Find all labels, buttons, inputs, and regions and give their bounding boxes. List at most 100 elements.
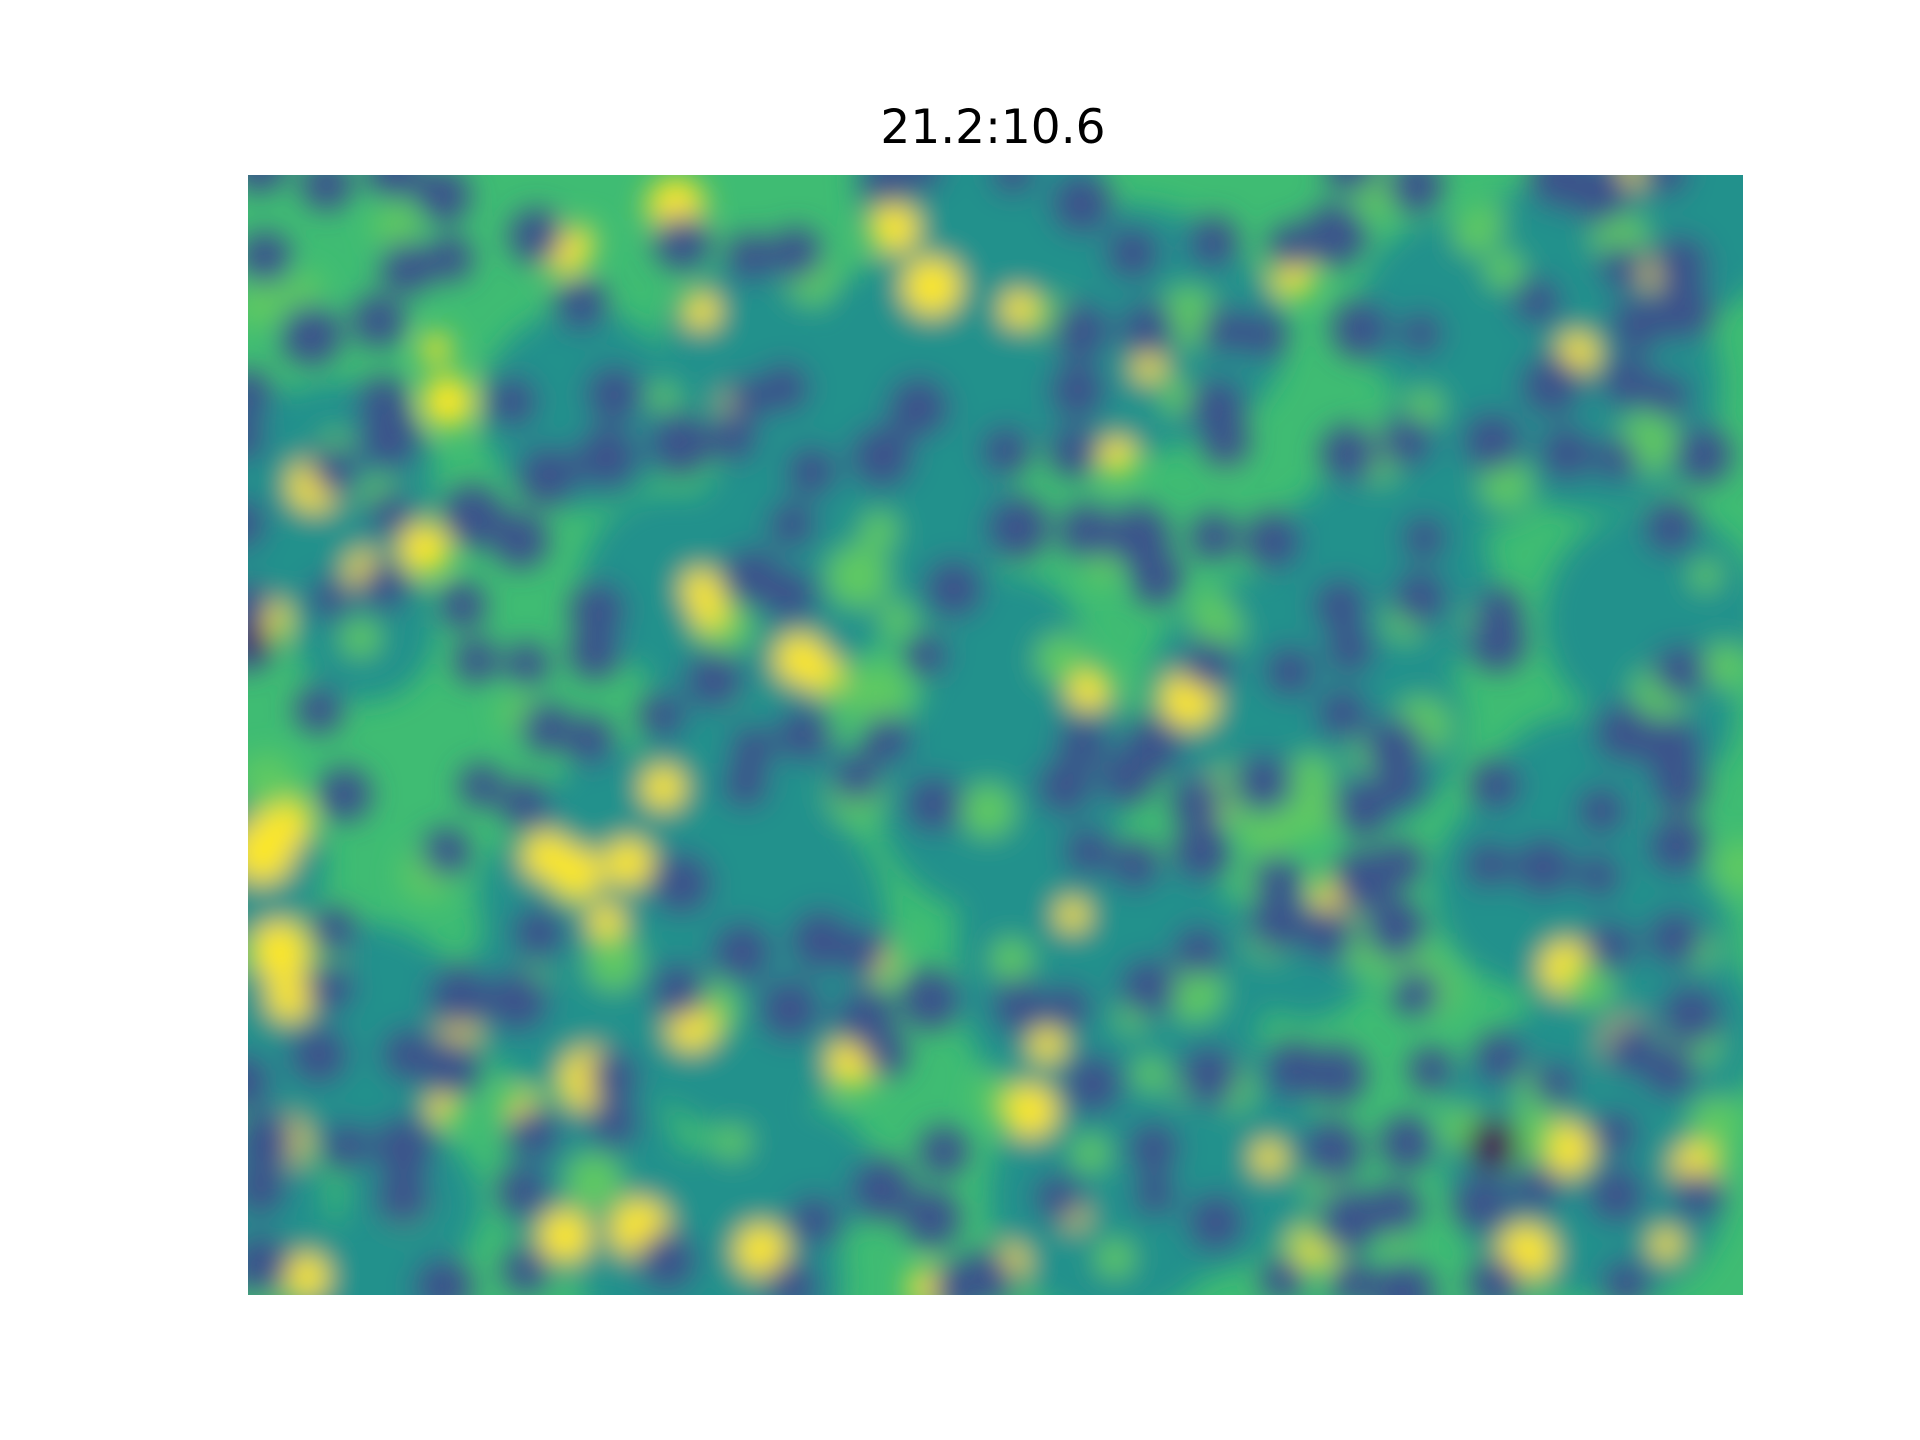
heatmap-cell-low (309, 446, 359, 495)
heatmap-cell-low (1105, 225, 1161, 281)
heatmap-cell-low (1300, 906, 1355, 962)
heatmap-cell-high (1406, 388, 1443, 426)
heatmap-cell-low (1462, 411, 1523, 472)
heatmap-cell-low (1253, 855, 1302, 904)
heatmap-cell-low (502, 1246, 550, 1294)
heatmap-cell-low (1325, 625, 1375, 675)
heatmap-cell-high (1160, 378, 1197, 416)
heatmap-cell-low (1320, 425, 1379, 483)
heatmap-cell-low (1644, 175, 1689, 196)
heatmap-cell-low (415, 175, 471, 224)
heatmap-cell-low (1172, 823, 1231, 882)
heatmap-cell-low (372, 1115, 436, 1180)
heatmap-cell-low (1061, 1053, 1124, 1115)
heatmap-cell-high (1567, 961, 1616, 1009)
heatmap-cell-low (1452, 1174, 1512, 1234)
heatmap-cell-low (1036, 758, 1094, 816)
heatmap-cell-high (1381, 1227, 1412, 1259)
heatmap-cell-low (1380, 416, 1433, 468)
heatmap-cell-low (1567, 175, 1632, 224)
heatmap-cell-low (1264, 1041, 1324, 1100)
heatmap-cell-high (1132, 1056, 1168, 1092)
heatmap-cell-low (903, 632, 949, 678)
heatmap-cell-low (485, 969, 549, 1033)
heatmap-cell-low (508, 208, 565, 264)
heatmap-cell-low (758, 362, 810, 414)
heatmap-cell-low (1239, 310, 1288, 360)
heatmap-cell-low (1263, 645, 1317, 698)
heatmap-cell-high (1288, 785, 1341, 837)
heatmap-cell-low (1401, 515, 1448, 561)
heatmap-cell-high (902, 257, 962, 316)
heatmap-cell-high (1095, 1239, 1135, 1278)
heatmap-cell-low (1587, 1165, 1646, 1225)
heatmap-cell-low (862, 715, 912, 765)
heatmap-cell-high (1651, 1229, 1682, 1260)
heatmap-cell-min (248, 626, 268, 654)
heatmap-cell-low (1056, 715, 1110, 769)
heatmap-cell-low (294, 685, 344, 734)
heatmap-cell-low (428, 965, 492, 1029)
heatmap-cell-low (1464, 840, 1513, 889)
heatmap-cell-low (1050, 175, 1113, 235)
heatmap-cell-low (1511, 1162, 1562, 1213)
heatmap-cell-low (1575, 853, 1622, 899)
heatmap-cell-low (1313, 578, 1368, 633)
heatmap-cell-low (899, 175, 943, 192)
heatmap-cell-low (1469, 759, 1522, 812)
heatmap-cell-low (427, 235, 474, 282)
heatmap-cell-low (1672, 1170, 1723, 1222)
heatmap-cell-low (1651, 757, 1707, 814)
heatmap-cell-high (1702, 642, 1743, 689)
heatmap-cell-low (1308, 1046, 1367, 1104)
heatmap-cell-low (1594, 437, 1639, 482)
heatmap-cell-low (248, 231, 291, 284)
heatmap-cell-low (1326, 175, 1376, 194)
heatmap-cell-low (1538, 425, 1595, 482)
heatmap-cell-low (1333, 777, 1393, 837)
heatmap-cell-low (1170, 775, 1224, 829)
heatmap-cell-low (1600, 354, 1655, 409)
heatmap-cell-high (1056, 899, 1089, 931)
heatmap-cell-low (569, 581, 627, 639)
heatmap-cell-low (358, 408, 421, 471)
heatmap-cell-low (352, 294, 405, 348)
heatmap-cell-low (1178, 1044, 1240, 1106)
heatmap-cell-low (1652, 644, 1707, 698)
heatmap-cell-low (709, 414, 759, 463)
heatmap-cell-high (538, 1209, 592, 1263)
heatmap-cell-high (735, 1224, 788, 1277)
heatmap-cell-low (1316, 687, 1369, 740)
heatmap-cell-low (248, 1161, 288, 1217)
heatmap-cell-high (1001, 290, 1038, 327)
heatmap-cell-low (789, 909, 852, 972)
heatmap-cell-low (765, 1259, 820, 1295)
heatmap-cell-high (267, 974, 314, 1022)
heatmap-cell-low (985, 496, 1050, 560)
heatmap-cell-high (647, 382, 677, 412)
heatmap-cell-low (900, 969, 962, 1031)
heatmap-cell-low (248, 1111, 297, 1173)
heatmap-cell-low (1576, 785, 1627, 836)
heatmap-cell-low (248, 415, 266, 462)
heatmap-cell-low (1259, 1257, 1305, 1295)
heatmap-cell-high (642, 766, 685, 809)
heatmap-cell-high (1164, 961, 1224, 1022)
heatmap-cell-low (505, 642, 550, 687)
heatmap-cell-high (990, 938, 1033, 981)
heatmap-cell-low (762, 568, 818, 624)
heatmap-cell-low (492, 512, 549, 569)
heatmap-cell-low (1044, 983, 1092, 1031)
heatmap-cell-low (1467, 612, 1527, 672)
heatmap-cell-high (427, 1093, 457, 1123)
heatmap-cell-low (507, 1106, 561, 1160)
heatmap-cell-low (1063, 826, 1113, 877)
heatmap-cell-low (1531, 1060, 1578, 1108)
heatmap-cell-low (1331, 299, 1391, 359)
heatmap-cell-high (550, 846, 603, 899)
heatmap-cell-low (769, 227, 823, 280)
heatmap-cell-low (1059, 503, 1116, 560)
heatmap-cell-low (1599, 244, 1646, 292)
heatmap-cell-low (300, 175, 353, 211)
heatmap-cell-low (1644, 372, 1691, 419)
